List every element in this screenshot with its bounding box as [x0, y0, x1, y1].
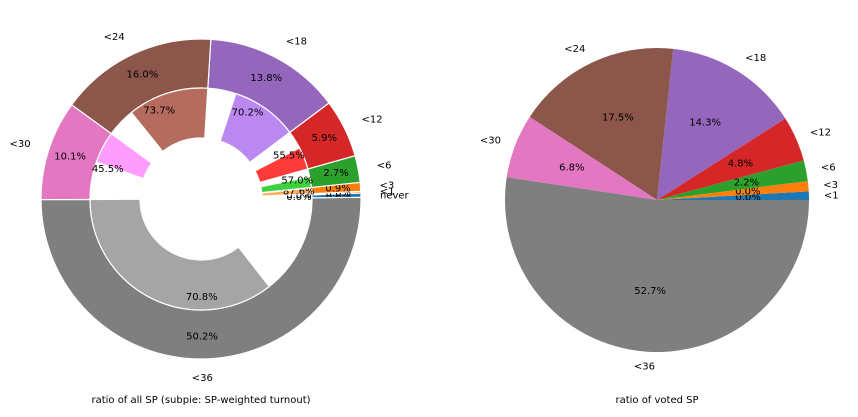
slice-lt36: [505, 177, 809, 353]
category-label-lt30: <30: [10, 139, 31, 150]
category-label-lt24: <24: [564, 44, 585, 55]
category-label-lt36: <36: [634, 362, 655, 373]
subpie-slice-lt6: [260, 176, 313, 194]
slice-lt18: [657, 48, 786, 201]
slice-lt24: [529, 48, 674, 201]
subpie-slice-lt18: [219, 92, 291, 164]
outer-value-label-lt3: 0.9%: [325, 184, 350, 195]
value-label-lt3: 0.0%: [735, 187, 760, 198]
category-label-lt12: <12: [361, 115, 382, 126]
outer-value-label-lt36: 50.2%: [186, 331, 218, 342]
voted-sp-pie-chart: 0.0% <1 0.0% <3 2.2% <6 4.8% <12 14.3% <18 17.5% <2…: [480, 44, 839, 372]
outer-value-label-never: 0.6%: [326, 191, 351, 202]
subpie-value-label-lt12: 55.5%: [273, 151, 305, 162]
subpie-value-label-lt36: 70.8%: [186, 292, 218, 303]
outer-value-label-lt1: 0.0%: [326, 188, 351, 199]
subpie-slice-lt30: [95, 132, 153, 180]
subpie-value-label-never: 0.0%: [286, 192, 311, 203]
outer-value-label-lt30: 10.1%: [54, 152, 86, 163]
subpie-value-label-lt30: 45.5%: [92, 164, 124, 175]
category-label-never: never: [380, 191, 410, 202]
outer-value-label-lt6: 2.7%: [323, 168, 348, 179]
subpie-value-label-lt18: 70.2%: [232, 108, 264, 119]
category-label-lt3: <3: [823, 180, 838, 191]
category-label-lt6: <6: [377, 160, 392, 171]
outer-value-label-lt24: 16.0%: [127, 70, 159, 81]
category-label-lt6: <6: [821, 163, 836, 174]
value-label-lt6: 2.2%: [734, 177, 759, 188]
value-label-lt36: 52.7%: [634, 286, 666, 297]
value-label-lt24: 17.5%: [602, 113, 634, 124]
outer-value-label-lt12: 5.9%: [312, 133, 337, 144]
value-label-lt18: 14.3%: [689, 118, 721, 129]
outer-value-label-lt18: 13.8%: [250, 73, 282, 84]
subpie-value-label-lt6: 57.0%: [281, 176, 313, 187]
value-label-lt1: 0.0%: [735, 192, 760, 203]
value-label-lt12: 4.8%: [728, 158, 753, 169]
subpie-value-label-lt24: 73.7%: [143, 105, 175, 116]
category-label-lt3: <3: [379, 180, 394, 191]
subpie-value-label-lt3: 87.6%: [283, 187, 315, 198]
slice-lt6: [657, 160, 808, 200]
category-label-lt36: <36: [192, 373, 213, 384]
category-label-lt24: <24: [104, 32, 125, 43]
category-label-lt1: <1: [380, 186, 395, 197]
subpie-slice-lt12: [254, 147, 309, 184]
right-chart-xlabel: ratio of voted SP: [615, 395, 698, 406]
slice-lt1: [657, 191, 809, 200]
left-chart-xlabel: ratio of all SP (subpie: SP-weighted tur…: [91, 395, 310, 406]
subpie-slice-lt24: [130, 87, 209, 153]
category-label-lt12: <12: [810, 128, 831, 139]
slice-lt3: [657, 180, 809, 200]
category-label-lt18: <18: [745, 53, 766, 64]
subpie-value-label-lt1: 0.0%: [286, 190, 311, 201]
category-label-lt18: <18: [286, 36, 307, 47]
category-label-lt30: <30: [480, 135, 501, 146]
subpie-slice-lt36: [89, 198, 271, 311]
category-label-lt1: <1: [824, 190, 839, 201]
slice-lt12: [657, 118, 804, 200]
slice-lt30: [506, 116, 657, 200]
value-label-lt30: 6.8%: [559, 162, 584, 173]
